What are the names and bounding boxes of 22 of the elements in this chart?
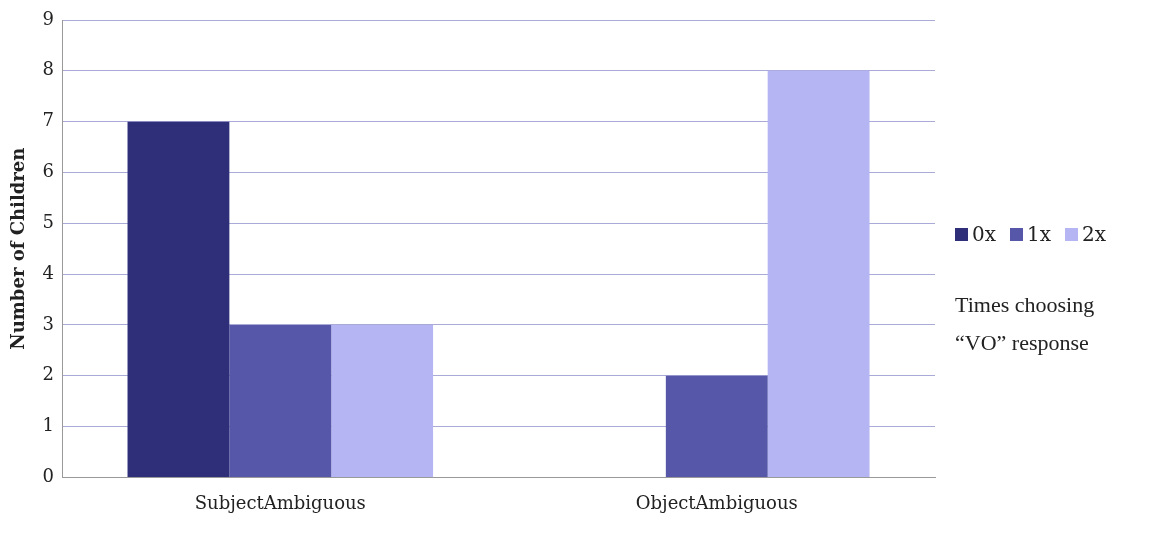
legend-label: 2x (1082, 222, 1107, 246)
bar (767, 70, 870, 477)
legend-label: 0x (972, 222, 997, 246)
y-tick-label: 8 (42, 58, 55, 80)
bar (229, 324, 332, 477)
y-tick-label: 0 (42, 465, 55, 487)
y-tick-label: 7 (42, 109, 55, 131)
y-tick-label: 1 (42, 414, 55, 436)
bar (127, 121, 230, 477)
y-tick-label: 6 (42, 160, 55, 182)
y-tick-label: 5 (42, 210, 55, 232)
y-tick-label: 9 (42, 7, 55, 29)
text: Times choosing “VO” response (955, 291, 1096, 357)
y-tick-label: 4 (42, 261, 55, 283)
x-tick-label: ObjectAmbiguous (635, 491, 798, 513)
y-axis-title: Number of Children (7, 147, 29, 350)
bar (331, 324, 434, 477)
bar (665, 375, 768, 477)
legend-label: 1x (1027, 222, 1052, 246)
y-tick-label: 2 (42, 363, 55, 385)
y-tick-label: 3 (42, 312, 55, 334)
x-tick-label: SubjectAmbiguous (194, 491, 366, 513)
